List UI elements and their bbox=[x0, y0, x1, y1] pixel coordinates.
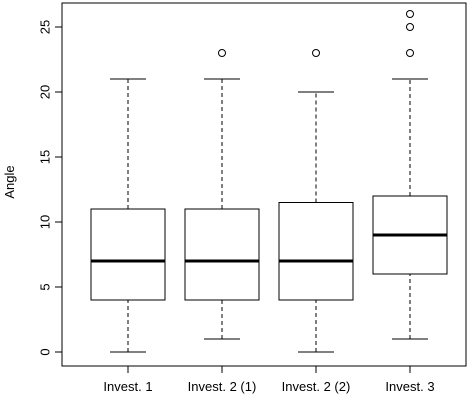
y-tick-label: 15 bbox=[38, 150, 53, 164]
y-axis-label: Angle bbox=[2, 165, 17, 198]
y-tick-label: 5 bbox=[38, 283, 53, 290]
outlier-point bbox=[312, 49, 320, 57]
box-group bbox=[372, 10, 448, 340]
iqr-box bbox=[278, 202, 354, 301]
outlier-point bbox=[406, 23, 414, 31]
x-tick-label: Invest. 1 bbox=[103, 379, 152, 394]
outlier-point bbox=[406, 49, 414, 57]
iqr-box bbox=[90, 208, 166, 301]
box-series bbox=[90, 10, 448, 353]
y-tick-label: 0 bbox=[38, 348, 53, 355]
box-group bbox=[184, 49, 260, 340]
x-axis: Invest. 1 Invest. 2 (1) Invest. 2 (2) Inves… bbox=[103, 365, 435, 394]
y-tick-label: 20 bbox=[38, 85, 53, 99]
box-group bbox=[278, 49, 354, 353]
y-tick-label: 25 bbox=[38, 20, 53, 34]
outlier-point bbox=[218, 49, 226, 57]
iqr-box bbox=[184, 208, 260, 301]
x-tick-label: Invest. 2 (1) bbox=[188, 379, 257, 394]
box-group bbox=[90, 78, 166, 353]
x-tick-label: Invest. 3 bbox=[385, 379, 434, 394]
plot-frame bbox=[61, 2, 467, 367]
outlier-point bbox=[406, 10, 414, 18]
y-axis: 0 5 10 15 20 25 bbox=[38, 20, 63, 356]
x-tick-label: Invest. 2 (2) bbox=[282, 379, 351, 394]
y-tick-label: 10 bbox=[38, 215, 53, 229]
